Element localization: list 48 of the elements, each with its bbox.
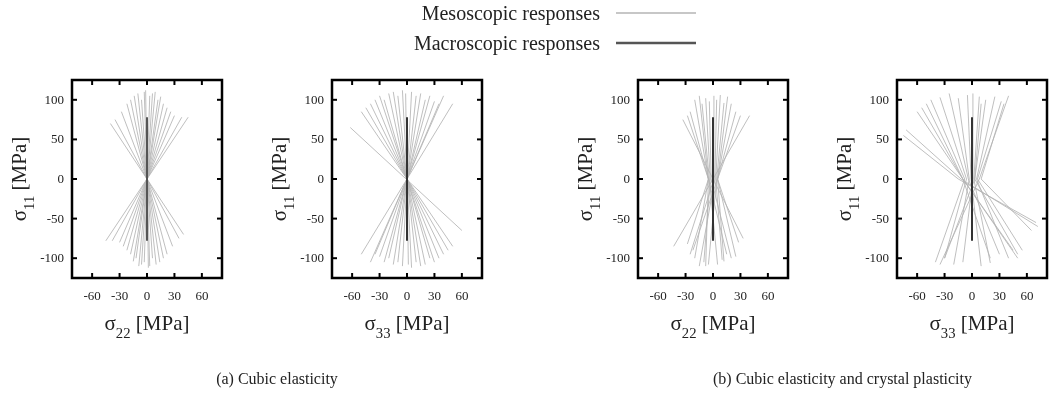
x-tick-label: 60 [1020,288,1034,303]
y-tick-label: 100 [304,91,324,107]
y-tick-label: 0 [882,171,889,186]
y-tick-label: 50 [51,131,64,147]
y-tick-label: -100 [606,250,630,266]
x-tick-label: -60 [83,288,101,303]
x-tick-label: 60 [455,288,469,303]
y-tick-label: 0 [317,171,324,186]
x-tick-label: -60 [649,288,667,303]
x-tick-label: 30 [992,288,1006,303]
y-tick-label: -100 [865,250,889,266]
legend-label: Macroscopic responses [413,32,601,55]
x-tick-label: 0 [709,288,717,303]
x-tick-label: -30 [370,288,389,303]
text: (b) Cubic elasticity and crystal plasticity [712,370,973,388]
y-tick-label: -50 [871,210,889,226]
x-axis-title: σ$_{22}$ [MPa] [104,311,190,341]
x-tick-label: 0 [968,288,976,303]
x-tick-label: -30 [935,288,954,303]
x-tick-label: 0 [403,288,411,303]
x-tick-label: 30 [733,288,747,303]
x-axis-title: σ$_{22}$ [MPa] [670,311,756,341]
x-axis-title: σ$_{33}$ [MPa] [929,311,1015,341]
legend-label: Mesoscopic responses [421,2,601,25]
y-tick-label: 0 [57,171,64,186]
x-tick-label: 60 [195,288,209,303]
y-tick-label: -50 [306,210,324,226]
y-tick-label: -50 [612,210,630,226]
y-tick-label: 100 [869,91,889,107]
x-tick-label: -60 [908,288,926,303]
y-tick-label: 50 [311,131,324,147]
x-tick-label: 30 [167,288,181,303]
text: (a) Cubic elasticity [216,370,338,388]
x-tick-label: 30 [427,288,441,303]
y-tick-label: 50 [876,131,889,147]
y-tick-label: -50 [46,210,64,226]
y-tick-label: 100 [44,91,64,107]
y-tick-label: 0 [623,171,630,186]
x-tick-label: 0 [143,288,151,303]
x-axis-title: σ$_{33}$ [MPa] [364,311,450,341]
y-tick-label: -100 [40,250,64,266]
y-tick-label: 100 [610,91,630,107]
x-tick-label: -60 [343,288,361,303]
y-tick-label: 50 [617,131,630,147]
y-tick-label: -100 [300,250,324,266]
x-tick-label: 60 [761,288,775,303]
x-tick-label: -30 [110,288,129,303]
x-tick-label: -30 [676,288,695,303]
